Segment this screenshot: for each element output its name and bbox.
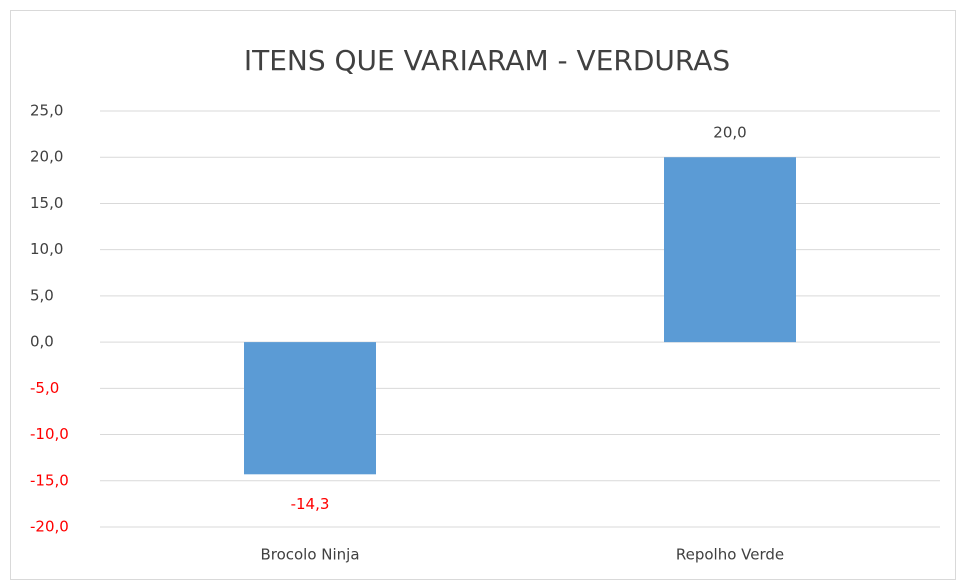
y-tick-label: 15,0 — [30, 194, 63, 212]
x-tick-label: Brocolo Ninja — [260, 546, 359, 564]
y-tick-label: 5,0 — [30, 286, 54, 304]
chart-border — [10, 10, 956, 580]
bar — [244, 342, 376, 475]
data-label: 20,0 — [713, 124, 746, 142]
y-tick-label: 0,0 — [30, 333, 54, 351]
bar — [664, 157, 796, 343]
y-tick-label: 20,0 — [30, 148, 63, 166]
data-label: -14,3 — [291, 495, 330, 513]
y-tick-label: -5,0 — [30, 379, 59, 397]
y-tick-label: -10,0 — [30, 425, 69, 443]
x-tick-label: Repolho Verde — [676, 546, 784, 564]
y-tick-label: 10,0 — [30, 240, 63, 258]
chart-title: ITENS QUE VARIARAM - VERDURAS — [244, 44, 730, 77]
y-tick-label: -15,0 — [30, 471, 69, 489]
y-tick-label: 25,0 — [30, 102, 63, 120]
y-tick-label: -20,0 — [30, 518, 69, 536]
